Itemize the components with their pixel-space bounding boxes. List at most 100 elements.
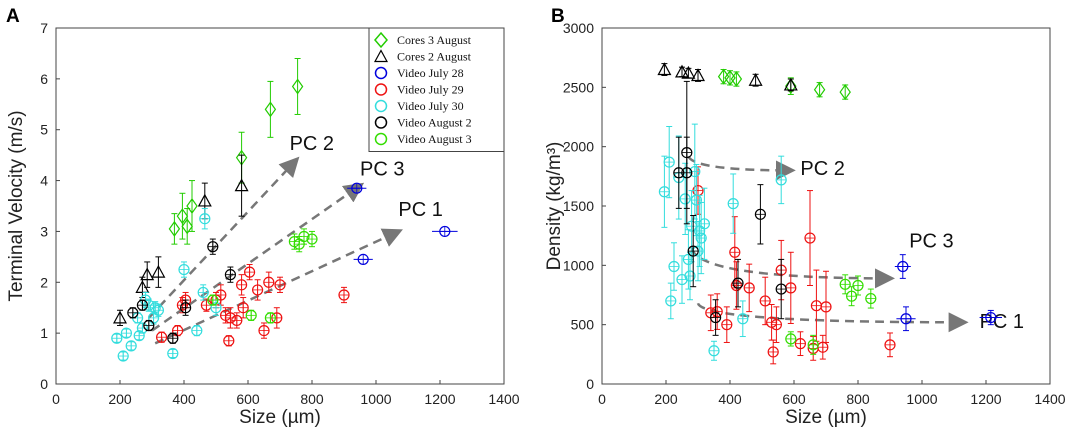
pc-arrow <box>147 156 300 319</box>
x-axis-label-b: Size (µm) <box>785 407 867 428</box>
x-tick-label: 400 <box>172 391 196 407</box>
series-cores-2-august <box>657 62 798 92</box>
data-point <box>657 62 672 76</box>
data-point <box>181 218 193 235</box>
pc-arrow <box>151 182 365 332</box>
pc-arrow <box>687 155 796 181</box>
data-point <box>264 101 277 118</box>
data-point <box>783 77 798 91</box>
pc-label: PC 1 <box>398 199 442 221</box>
legend-item: Cores 3 August <box>374 31 472 49</box>
legend-item: Cores 2 August <box>373 49 472 64</box>
pc-label: PC 2 <box>800 158 844 180</box>
legend-item: Video July 30 <box>374 99 464 113</box>
pc-label: PC 3 <box>909 231 953 253</box>
legend-item: Video July 29 <box>374 83 464 97</box>
y-tick-label: 2000 <box>563 139 594 155</box>
data-point <box>234 178 249 192</box>
series-cores-3-august <box>168 58 304 245</box>
panel-b-letter: B <box>551 6 565 27</box>
series-video-july-29 <box>692 166 896 365</box>
data-point <box>748 72 763 86</box>
y-tick-label: 4 <box>40 173 48 189</box>
panel-a-letter: A <box>6 6 20 27</box>
legend-label: Video August 3 <box>397 132 472 146</box>
series-video-august-3 <box>207 228 318 324</box>
y-tick-label: 1000 <box>563 257 594 273</box>
x-tick-label: 800 <box>300 391 324 407</box>
y-axis-label-b: Density (kg/m³) <box>544 142 565 271</box>
y-tick-label: 3000 <box>563 20 594 36</box>
x-tick-label: 0 <box>52 391 60 407</box>
x-tick-label: 1400 <box>1034 391 1065 407</box>
legend-marker <box>374 99 388 113</box>
series-video-august-2 <box>127 238 236 344</box>
data-point <box>135 280 150 293</box>
panel-a: A 0 200 400 600 800 1000 1200 1400 0 1 2 3 4 5 6 7 PC 2… <box>6 6 520 428</box>
legend-label: Video July 30 <box>397 99 464 113</box>
x-tick-label: 200 <box>654 391 678 407</box>
data-point <box>291 78 304 95</box>
y-tick-label: 3 <box>40 223 48 239</box>
x-tick-label: 0 <box>598 391 606 407</box>
data-point <box>151 264 166 278</box>
y-tick-label: 6 <box>40 71 48 87</box>
data-point <box>730 70 743 88</box>
data-point <box>140 267 155 281</box>
x-axis-label-a: Size (µm) <box>239 407 321 428</box>
y-tick-label: 1500 <box>563 198 594 214</box>
data-point <box>168 220 181 237</box>
data-point <box>197 193 212 207</box>
legend-item: Video July 28 <box>374 66 464 80</box>
series-cores-3-august <box>717 68 851 101</box>
series-video-august-3 <box>785 274 877 355</box>
panel-b: B 0 200 400 600 800 1000 1200 1400 0 500 1000 1500 2… <box>544 6 1066 428</box>
legend-marker <box>374 31 388 49</box>
pc-arrow <box>696 302 969 333</box>
x-tick-label: 200 <box>108 391 132 407</box>
y-tick-label: 5 <box>40 122 48 138</box>
x-tick-label: 1000 <box>906 391 937 407</box>
y-tick-label: 500 <box>571 317 595 333</box>
pc-label: PC 3 <box>360 158 404 180</box>
series-video-august-2 <box>673 80 787 336</box>
x-tick-label: 1200 <box>424 391 455 407</box>
legend-label: Video August 2 <box>397 116 472 130</box>
series-video-july-28 <box>347 182 458 265</box>
data-point <box>813 81 826 98</box>
data-point <box>690 68 706 82</box>
legend-label: Cores 2 August <box>397 50 472 64</box>
legend-marker <box>373 49 389 63</box>
y-tick-label: 7 <box>40 20 48 36</box>
legend-box <box>368 27 505 152</box>
legend-label: Cores 3 August <box>397 33 472 47</box>
data-point <box>839 84 851 101</box>
data-point <box>674 64 690 78</box>
x-tick-label: 1000 <box>360 391 391 407</box>
legend-marker <box>374 132 388 146</box>
pc-label: PC 2 <box>290 133 334 155</box>
data-point <box>681 65 696 79</box>
series-cores-2-august <box>112 154 249 327</box>
x-tick-label: 400 <box>718 391 742 407</box>
series-video-july-30 <box>111 208 222 362</box>
pc-arrow <box>690 247 895 289</box>
data-point <box>112 310 128 324</box>
y-tick-label: 2500 <box>563 79 594 95</box>
y-tick-label: 0 <box>40 376 48 392</box>
data-point <box>785 78 797 95</box>
legend-item: Video August 2 <box>374 116 472 130</box>
panel-a-axes-frame <box>55 27 505 385</box>
legend-marker <box>374 83 388 96</box>
y-tick-label: 0 <box>586 376 594 392</box>
data-point <box>176 208 189 225</box>
x-tick-label: 1400 <box>488 391 519 407</box>
y-axis-label-a: Terminal Velocity (m/s) <box>6 110 27 301</box>
data-point <box>186 197 198 215</box>
y-tick-label: 1 <box>40 325 48 341</box>
legend: Cores 3 August Cores 2 August Video July 2… <box>368 27 505 152</box>
x-tick-label: 1200 <box>970 391 1001 407</box>
series-video-july-28 <box>894 254 1002 332</box>
legend-label: Video July 28 <box>397 66 464 80</box>
